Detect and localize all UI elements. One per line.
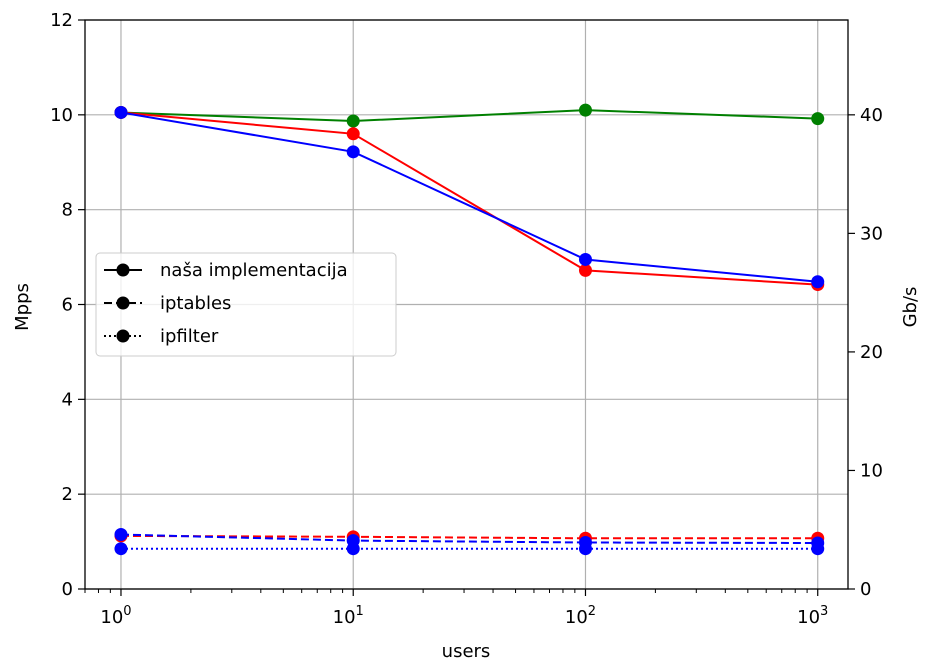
data-point: [578, 252, 592, 266]
data-point: [114, 527, 128, 541]
series-line: [120, 533, 818, 544]
legend-label: iptables: [160, 293, 231, 314]
data-point: [346, 542, 360, 556]
series-group: [114, 103, 825, 556]
data-point: [578, 542, 592, 556]
y-axis-title-left: Mpps: [12, 283, 33, 331]
y-tick-label: 12: [50, 10, 73, 31]
x-axis-title: users: [442, 641, 491, 662]
series-line: [120, 111, 818, 286]
y-tick-label: 0: [62, 579, 73, 600]
legend-marker: [116, 296, 130, 310]
data-point: [114, 105, 128, 119]
y-right-tick-label: 40: [860, 105, 883, 126]
y-tick-label: 8: [62, 200, 73, 221]
y-right-tick-label: 30: [860, 223, 883, 244]
data-point: [346, 145, 360, 159]
series-solid: [114, 105, 825, 289]
x-tick-exponent: 1: [356, 604, 364, 619]
data-point: [346, 127, 360, 141]
data-point: [811, 112, 825, 126]
series-line: [120, 111, 818, 283]
y-right-tick-label: 20: [860, 342, 883, 363]
data-point: [114, 542, 128, 556]
legend-label: ipfilter: [160, 326, 219, 347]
y-tick-label: 6: [62, 295, 73, 316]
y-tick-label: 10: [50, 105, 73, 126]
data-point: [811, 542, 825, 556]
legend-marker: [116, 329, 130, 343]
x-tick-exponent: 0: [123, 604, 131, 619]
y-tick-label: 4: [62, 389, 73, 410]
data-point: [578, 103, 592, 117]
y-right-tick-label: 0: [860, 579, 871, 600]
x-tick-exponent: 3: [820, 604, 828, 619]
y-axis-title-right: Gb/s: [900, 287, 921, 328]
legend-marker: [116, 263, 130, 277]
series-line: [120, 109, 818, 123]
legend-box: [95, 252, 397, 357]
legend: naša implementacija iptables ipfilter: [95, 252, 397, 357]
legend-label: naša implementacija: [160, 260, 348, 281]
data-point: [578, 263, 592, 277]
data-point: [346, 114, 360, 128]
y-tick-label: 2: [62, 484, 73, 505]
x-tick-exponent: 2: [588, 604, 596, 619]
series-dotted: [114, 542, 825, 556]
y-right-tick-label: 10: [860, 460, 883, 481]
data-point: [811, 275, 825, 289]
series-line: [120, 534, 818, 540]
